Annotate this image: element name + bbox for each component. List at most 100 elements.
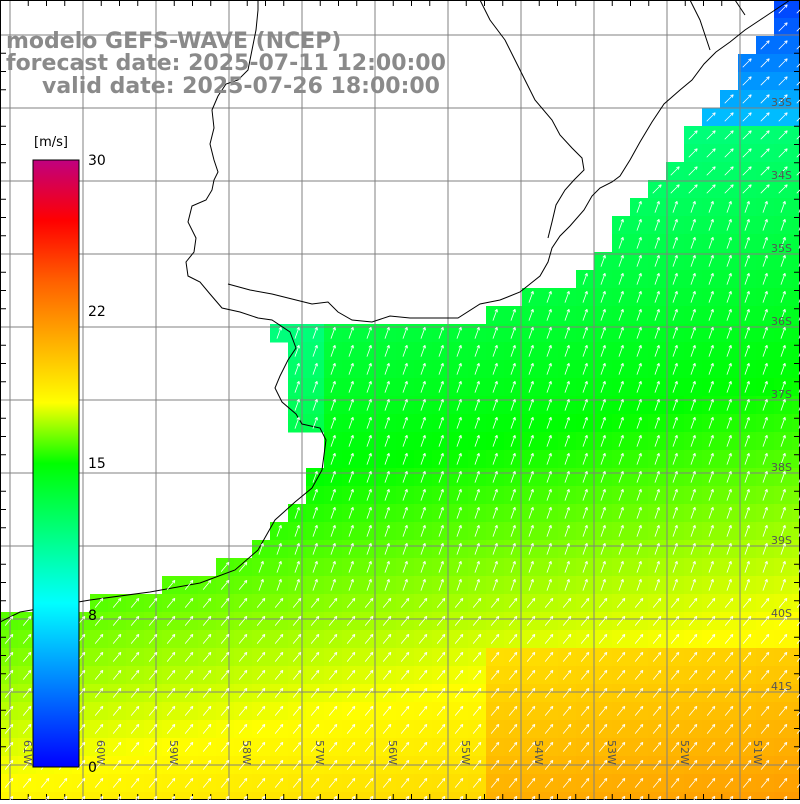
field-cell	[792, 720, 800, 739]
field-cell	[162, 792, 181, 800]
field-cell	[792, 630, 800, 649]
field-cell	[738, 792, 757, 800]
field-cell	[792, 648, 800, 667]
field-cell	[792, 558, 800, 577]
field-cell	[684, 792, 703, 800]
field-cell	[558, 792, 577, 800]
lat-label: 36S	[771, 315, 792, 328]
field-cell	[576, 792, 595, 800]
field-cell	[792, 594, 800, 613]
field-cell	[792, 144, 800, 163]
field-cell	[0, 792, 19, 800]
field-cell	[792, 432, 800, 451]
field-cell	[792, 702, 800, 721]
lon-label: 58W	[240, 740, 253, 765]
field-cell	[522, 792, 541, 800]
field-cell	[792, 450, 800, 469]
field-cell	[306, 792, 325, 800]
field-cell	[792, 270, 800, 289]
lon-label: 51W	[751, 740, 764, 765]
lat-label: 41S	[771, 680, 792, 693]
field-cell	[504, 792, 523, 800]
lon-label: 55W	[459, 740, 472, 765]
valid-date: valid date: 2025-07-26 18:00:00	[42, 75, 440, 99]
field-cell	[72, 792, 91, 800]
lon-label: 52W	[678, 740, 691, 765]
field-cell	[468, 792, 487, 800]
colorbar-tick-0: 0	[88, 760, 97, 776]
field-cell	[792, 126, 800, 145]
field-cell	[774, 792, 793, 800]
lon-label: 53W	[605, 740, 618, 765]
field-cell	[792, 504, 800, 523]
field-cell	[270, 792, 289, 800]
field-cell	[18, 792, 37, 800]
lat-label: 38S	[771, 461, 792, 474]
forecast-date: forecast date: 2025-07-11 12:00:00	[6, 52, 446, 76]
lon-label: 56W	[386, 740, 399, 765]
field-cell	[612, 792, 631, 800]
field-cell	[720, 792, 739, 800]
field-cell	[36, 792, 55, 800]
field-cell	[792, 666, 800, 685]
field-cell	[648, 792, 667, 800]
field-cell	[324, 792, 343, 800]
lon-label: 57W	[313, 740, 326, 765]
field-cell	[702, 792, 721, 800]
field-cell	[792, 522, 800, 541]
colorbar-gradient	[33, 160, 79, 767]
lat-label: 37S	[771, 388, 792, 401]
field-cell	[540, 792, 559, 800]
colorbar-tick-30: 30	[88, 153, 106, 169]
field-cell	[792, 108, 800, 127]
field-cell	[90, 792, 109, 800]
field-cell	[54, 792, 73, 800]
field-cell	[756, 792, 775, 800]
field-cell	[792, 72, 800, 91]
field-cell	[792, 486, 800, 505]
field-cell	[792, 378, 800, 397]
field-cell	[792, 216, 800, 235]
field-cell	[792, 792, 800, 800]
field-cell	[792, 540, 800, 559]
field-cell	[180, 792, 199, 800]
field-cell	[360, 792, 379, 800]
field-cell	[108, 792, 127, 800]
lat-label: 39S	[771, 534, 792, 547]
field-cell	[792, 576, 800, 595]
field-cell	[792, 360, 800, 379]
colorbar-tick-15: 15	[88, 456, 106, 472]
field-cell	[792, 0, 800, 19]
field-cell	[792, 18, 800, 37]
field-cell	[792, 90, 800, 109]
field-cell	[126, 792, 145, 800]
field-cell	[666, 792, 685, 800]
field-cell	[252, 792, 271, 800]
field-cell	[792, 612, 800, 631]
lon-label: 59W	[167, 740, 180, 765]
field-cell	[216, 792, 235, 800]
field-cell	[792, 180, 800, 199]
field-cell	[792, 684, 800, 703]
field-cell	[342, 792, 361, 800]
lon-label: 61W	[21, 740, 34, 765]
field-cell	[450, 792, 469, 800]
lat-label: 35S	[771, 242, 792, 255]
field-cell	[792, 468, 800, 487]
field-cell	[288, 792, 307, 800]
field-cell	[144, 792, 163, 800]
field-cell	[792, 36, 800, 55]
lat-label: 34S	[771, 169, 792, 182]
field-cell	[630, 792, 649, 800]
colorbar-unit: [m/s]	[34, 135, 68, 150]
field-cell	[792, 198, 800, 217]
field-cell	[234, 792, 253, 800]
lat-label: 33S	[771, 96, 792, 109]
field-cell	[594, 792, 613, 800]
field-cell	[792, 162, 800, 181]
field-cell	[486, 792, 505, 800]
field-cell	[792, 774, 800, 793]
colorbar-tick-8: 8	[88, 608, 97, 624]
